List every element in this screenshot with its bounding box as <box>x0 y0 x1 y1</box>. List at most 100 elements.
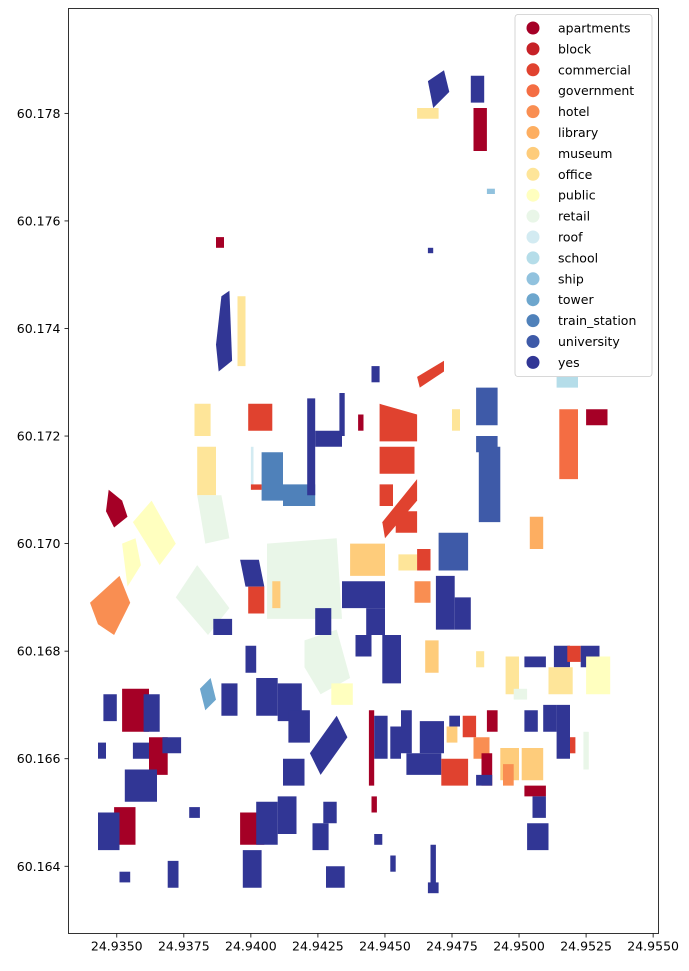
legend-marker-university <box>526 335 540 348</box>
building-apartments <box>368 710 375 786</box>
legend-marker-library <box>526 126 540 139</box>
building-commercial <box>441 758 469 786</box>
building-yes <box>406 753 442 775</box>
y-tick-label: 60.170 <box>17 536 61 551</box>
legend-label-public: public <box>558 188 596 203</box>
building-yes <box>543 704 557 732</box>
building-office <box>194 403 211 436</box>
building-yes <box>427 882 439 894</box>
x-tick-label: 24.9475 <box>426 939 478 954</box>
y-tick-label: 60.176 <box>17 213 61 228</box>
building-yes <box>167 860 179 888</box>
building-yes <box>242 850 262 888</box>
legend-marker-museum <box>526 146 540 160</box>
building-commercial <box>462 715 477 738</box>
building-yes <box>245 645 257 673</box>
legend-marker-apartments <box>526 21 540 35</box>
building-train-station <box>261 452 283 501</box>
building-yes <box>213 618 233 635</box>
building-roof <box>250 446 254 490</box>
building-yes <box>419 721 444 754</box>
building-hotel <box>90 575 131 635</box>
building-commercial <box>417 549 431 571</box>
building-yes <box>339 393 345 436</box>
building-yes <box>315 430 342 447</box>
building-yes <box>119 871 131 883</box>
building-yes <box>216 290 233 372</box>
legend-marker-tower <box>526 293 540 307</box>
legend-marker-public <box>526 188 540 202</box>
legend-label-library: library <box>558 125 599 140</box>
building-yes <box>532 796 546 818</box>
legend-marker-yes <box>526 355 540 369</box>
building-office <box>548 667 573 695</box>
legend-marker-roof <box>526 230 540 244</box>
building-yes <box>309 715 348 775</box>
building-yes <box>427 70 450 108</box>
building-yes <box>374 834 383 845</box>
legend-label-apartments: apartments <box>558 21 631 36</box>
building-yes <box>470 75 485 103</box>
building-train-station <box>283 484 316 506</box>
building-yes <box>288 710 310 743</box>
legend-marker-hotel <box>526 105 540 119</box>
x-tick-label: 24.9500 <box>493 939 545 954</box>
building-office <box>197 446 216 496</box>
building-yes <box>527 823 549 851</box>
building-retail <box>304 629 351 695</box>
building-yes <box>277 796 297 834</box>
building-yes <box>430 844 436 888</box>
building-yes <box>312 823 329 851</box>
legend-label-hotel: hotel <box>558 104 590 119</box>
x-tick-label: 24.9450 <box>359 939 411 954</box>
building-museum <box>350 543 385 576</box>
building-yes <box>401 710 412 754</box>
building-commercial <box>248 403 273 431</box>
building-retail <box>583 731 589 770</box>
legend-label-retail: retail <box>558 209 590 224</box>
building-yes <box>382 635 401 684</box>
building-yes <box>256 801 278 845</box>
y-tick-label: 60.164 <box>17 859 61 874</box>
building-government <box>559 409 578 480</box>
building-commercial <box>248 586 265 614</box>
y-axis: 60.164 60.166 60.168 60.170 60.172 60.174 60.1… <box>17 106 69 874</box>
building-retail <box>267 538 342 619</box>
building-apartments <box>371 796 377 813</box>
buildings-layer <box>90 70 611 894</box>
building-public <box>122 538 141 587</box>
building-yes <box>240 559 265 587</box>
building-yes <box>326 866 345 888</box>
building-commercial <box>395 511 418 533</box>
x-tick-label: 24.9425 <box>292 939 344 954</box>
building-apartments <box>216 237 224 248</box>
building-yes <box>374 715 388 759</box>
building-yes <box>427 247 434 254</box>
building-yes <box>342 581 385 609</box>
building-apartments <box>486 710 498 732</box>
building-office <box>398 554 418 571</box>
x-tick-label: 24.9375 <box>158 939 210 954</box>
building-yes <box>371 366 380 383</box>
building-commercial <box>382 479 418 539</box>
y-tick-label: 60.172 <box>17 429 61 444</box>
building-yes <box>390 855 396 872</box>
building-yes <box>98 742 106 759</box>
building-public <box>586 656 611 695</box>
building-commercial <box>379 484 393 506</box>
building-public <box>331 683 353 705</box>
legend-marker-retail <box>526 209 540 223</box>
building-yes <box>132 742 152 759</box>
y-tick-label: 60.174 <box>17 321 61 336</box>
building-commercial <box>250 484 262 490</box>
legend-label-yes: yes <box>558 355 580 370</box>
building-apartments <box>122 688 149 732</box>
x-tick-label: 24.9400 <box>225 939 277 954</box>
building-school <box>556 376 578 388</box>
building-office <box>237 296 246 367</box>
y-tick-label: 60.168 <box>17 644 61 659</box>
building-yes <box>476 774 493 786</box>
x-tick-label: 24.9525 <box>560 939 612 954</box>
